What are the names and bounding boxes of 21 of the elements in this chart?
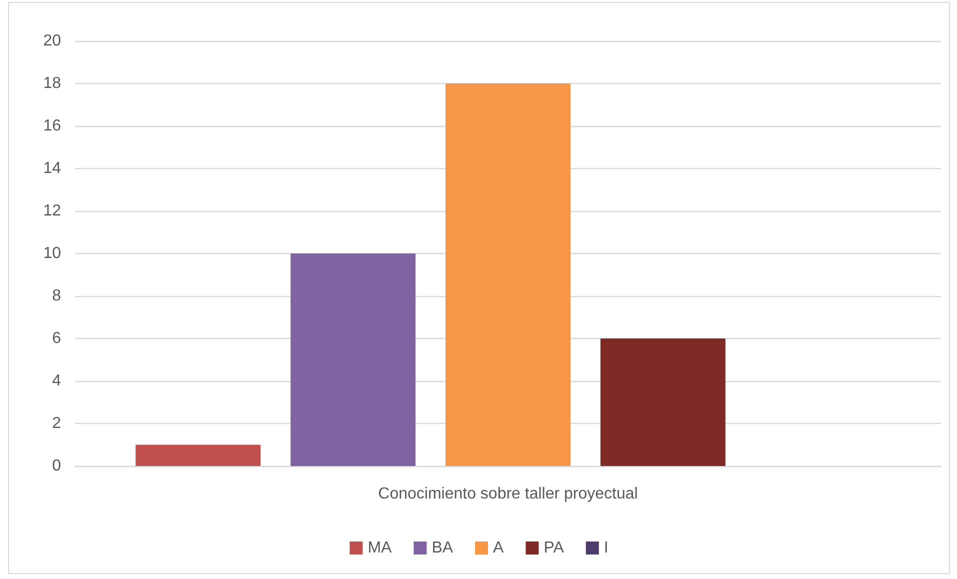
legend-label: MA	[368, 540, 392, 556]
bar	[136, 444, 261, 466]
y-tick-label: 20	[43, 32, 62, 50]
y-tick-label: 18	[43, 75, 62, 92]
y-tick-label: 4	[52, 372, 62, 390]
y-tick-label: 12	[43, 202, 62, 220]
y-tick-label: 8	[52, 288, 62, 304]
y-tick-label: 16	[43, 118, 62, 134]
legend-label: I	[604, 540, 608, 556]
y-tick-label: 2	[52, 415, 62, 432]
bar	[446, 84, 570, 466]
legend-label: PA	[544, 540, 564, 556]
y-tick-label: 14	[43, 160, 62, 177]
y-tick-label: 10	[43, 245, 62, 262]
legend-label: BA	[432, 540, 454, 556]
y-tick-label: 6	[52, 330, 62, 347]
bar	[600, 338, 726, 466]
x-tick-label: Conocimiento sobre taller proyectual	[378, 486, 638, 502]
y-tick-label: 0	[52, 458, 62, 474]
legend-label: A	[493, 540, 504, 556]
bar	[290, 254, 416, 466]
